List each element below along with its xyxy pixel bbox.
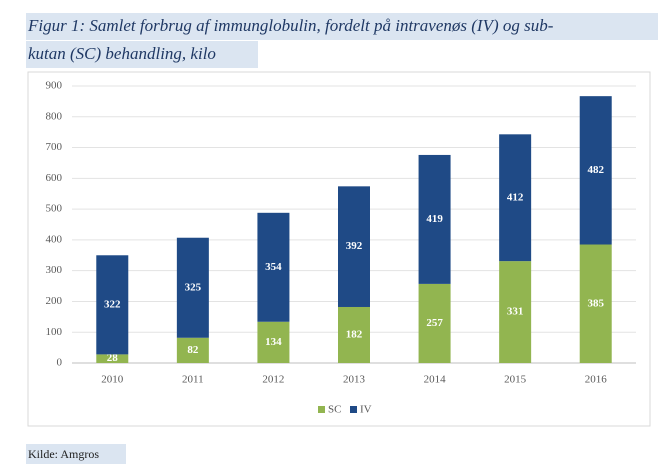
x-tick-label: 2015 xyxy=(504,374,527,386)
y-tick-label: 0 xyxy=(57,357,63,369)
x-tick-label: 2010 xyxy=(101,374,124,386)
source-highlight xyxy=(26,444,126,464)
title-highlight xyxy=(26,41,258,68)
y-tick-label: 100 xyxy=(46,326,63,338)
source: Kilde: Amgros xyxy=(28,447,99,461)
bar-segment xyxy=(176,337,209,363)
y-tick-label: 300 xyxy=(46,264,63,276)
bar-segment xyxy=(257,212,290,322)
x-tick-label: 2013 xyxy=(343,374,366,386)
y-tick-label: 400 xyxy=(46,233,63,245)
x-tick-label: 2014 xyxy=(424,374,447,386)
bar-segment xyxy=(257,321,290,363)
data-label: 257 xyxy=(426,317,443,329)
title-highlight xyxy=(26,13,658,40)
bar-segment xyxy=(338,306,370,363)
bar-segment xyxy=(499,134,532,262)
y-tick-label: 900 xyxy=(46,80,63,92)
legend-swatch xyxy=(350,406,357,413)
data-label: 482 xyxy=(587,164,604,176)
bar-segment xyxy=(96,255,129,355)
bar-segment xyxy=(579,96,612,245)
data-label: 419 xyxy=(426,213,443,225)
data-label: 182 xyxy=(346,329,363,341)
data-label: 385 xyxy=(587,297,604,309)
data-label: 325 xyxy=(185,281,202,293)
bar-segment xyxy=(338,186,370,307)
bar-segment xyxy=(418,154,451,284)
chart-title: kutan (SC) behandling, kilo xyxy=(28,44,216,63)
y-tick-label: 800 xyxy=(46,110,63,122)
legend-swatch xyxy=(318,406,325,413)
chart-border xyxy=(27,71,651,427)
data-label: 134 xyxy=(265,336,282,348)
y-tick-label: 600 xyxy=(46,172,63,184)
legend-label: SC xyxy=(328,404,341,416)
x-tick-label: 2011 xyxy=(182,374,204,386)
x-tick-label: 2016 xyxy=(585,374,608,386)
data-label: 322 xyxy=(104,298,121,310)
bar-segment xyxy=(579,244,612,363)
x-tick-label: 2012 xyxy=(262,374,284,386)
data-label: 331 xyxy=(507,306,524,318)
data-label: 392 xyxy=(346,240,363,252)
bar-segment xyxy=(418,283,451,363)
y-tick-label: 500 xyxy=(46,203,63,215)
data-label: 354 xyxy=(265,261,282,273)
data-label: 82 xyxy=(187,344,199,356)
chart-title: Figur 1: Samlet forbrug af immunglobulin… xyxy=(27,16,554,35)
y-tick-label: 200 xyxy=(46,295,63,307)
bar-segment xyxy=(499,261,532,363)
data-label: 28 xyxy=(107,352,119,364)
y-tick-label: 700 xyxy=(46,141,63,153)
data-label: 412 xyxy=(507,191,524,203)
legend-label: IV xyxy=(360,404,372,416)
bar-segment xyxy=(96,354,129,363)
bar-segment xyxy=(176,237,209,338)
